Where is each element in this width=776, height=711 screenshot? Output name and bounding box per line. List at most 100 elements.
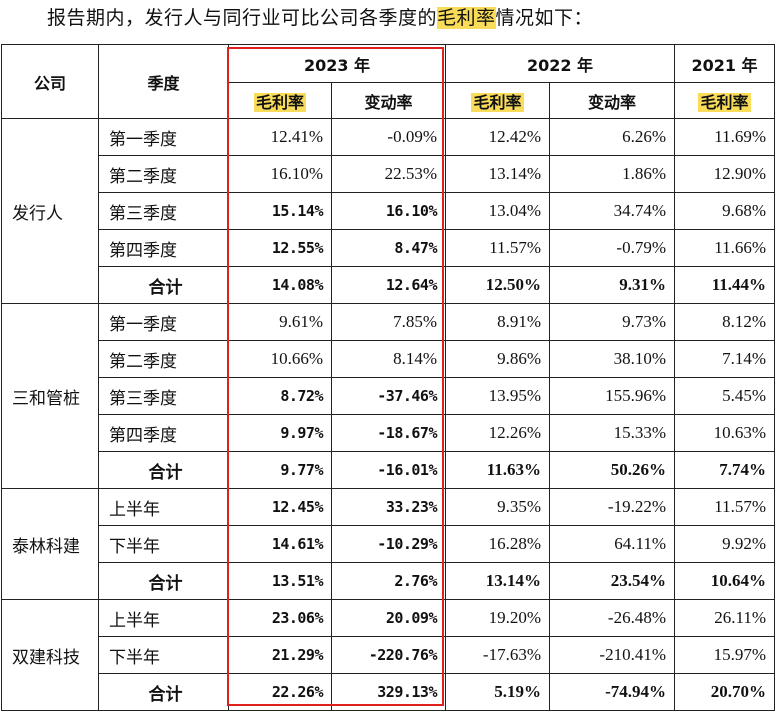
period-label: 上半年 (98, 599, 229, 637)
period-label: 第一季度 (98, 303, 229, 341)
gm-2021-cell: 12.90% (674, 155, 775, 193)
gm-2021-cell: 8.12% (674, 303, 775, 341)
gm-2021-cell: 26.11% (674, 599, 775, 637)
chg-2022-cell: 50.26% (549, 451, 675, 489)
gm-2023-cell: 23.06% (228, 599, 332, 637)
gm-2022-cell: 12.26% (445, 414, 550, 452)
period-label: 第一季度 (98, 118, 229, 156)
gm-2021-cell: 9.92% (674, 525, 775, 563)
company-name: 三和管桩 (1, 303, 99, 489)
period-label: 下半年 (98, 636, 229, 674)
period-label: 第三季度 (98, 377, 229, 415)
gm-2022-cell: 9.86% (445, 340, 550, 378)
table-row: 双建科技 上半年 23.06% 20.09% 19.20% -26.48% 26.11% (1, 599, 775, 711)
chg-2023-cell: -220.76% (331, 636, 446, 674)
chg-2022-cell: -210.41% (549, 636, 675, 674)
header-gm-2021: 毛利率 (674, 82, 775, 119)
chg-2022-cell: -26.48% (549, 599, 675, 637)
table-row: 发行人 第一季度 12.41% -0.09% 12.42% 6.26% 11.69% (1, 118, 775, 304)
header-gm-2022-label: 毛利率 (471, 92, 524, 112)
chg-2023-cell: 2.76% (331, 562, 446, 600)
gm-2022-cell: 16.28% (445, 525, 550, 563)
chg-2023-cell: -0.09% (331, 118, 446, 156)
gm-2021-cell: 10.64% (674, 562, 775, 600)
company-name: 泰林科建 (1, 488, 99, 600)
gm-2021-cell: 5.45% (674, 377, 775, 415)
chg-2022-cell: 15.33% (549, 414, 675, 452)
gm-2022-cell: 5.19% (445, 673, 550, 711)
gm-2023-cell: 13.51% (228, 562, 332, 600)
chg-2023-cell: 8.14% (331, 340, 446, 378)
gm-2023-cell: 10.66% (228, 340, 332, 378)
gross-margin-table: 公司 季度 2023 年 2022 年 2021 年 毛利率 变动率 毛利率 变… (1, 44, 775, 711)
gm-2023-cell: 9.97% (228, 414, 332, 452)
chg-2022-cell: 38.10% (549, 340, 675, 378)
chg-2022-cell: 34.74% (549, 192, 675, 230)
gm-2022-cell: -17.63% (445, 636, 550, 674)
table-row: 合计 9.77% -16.01% 11.63% 50.26% 7.74% (2, 451, 775, 489)
chg-2023-cell: 8.47% (331, 229, 446, 267)
period-label: 第二季度 (98, 155, 229, 193)
gm-2023-cell: 8.72% (228, 377, 332, 415)
intro-before: 报告期内，发行人与同行业可比公司各季度的 (47, 7, 438, 29)
table-row: 合计 14.08% 12.64% 12.50% 9.31% 11.44% (2, 266, 775, 304)
gm-2022-cell: 11.63% (445, 451, 550, 489)
total-label: 合计 (98, 451, 229, 489)
table-row: 第三季度 8.72% -37.46% 13.95% 155.96% 5.45% (2, 377, 775, 415)
gm-2021-cell: 7.14% (674, 340, 775, 378)
company-name: 双建科技 (1, 599, 99, 711)
gm-2022-cell: 13.04% (445, 192, 550, 230)
gm-2021-cell: 11.44% (674, 266, 775, 304)
chg-2022-cell: -0.79% (549, 229, 675, 267)
header-year-2021: 2021 年 (674, 44, 775, 83)
chg-2022-cell: 6.26% (549, 118, 675, 156)
header-chg-2022: 变动率 (549, 82, 675, 119)
gm-2022-cell: 11.57% (445, 229, 550, 267)
gm-2023-cell: 9.77% (228, 451, 332, 489)
period-label: 下半年 (98, 525, 229, 563)
intro-highlight: 毛利率 (437, 7, 496, 29)
chg-2022-cell: 23.54% (549, 562, 675, 600)
gm-2022-cell: 12.42% (445, 118, 550, 156)
gm-2022-cell: 8.91% (445, 303, 550, 341)
table-row: 第二季度 10.66% 8.14% 9.86% 38.10% 7.14% (2, 340, 775, 378)
gm-2023-cell: 9.61% (228, 303, 332, 341)
period-label: 上半年 (98, 488, 229, 526)
total-label: 合计 (98, 266, 229, 304)
gm-2022-cell: 13.14% (445, 155, 550, 193)
gm-2022-cell: 9.35% (445, 488, 550, 526)
intro-after: 情况如下： (495, 7, 594, 29)
gm-2021-cell: 15.97% (674, 636, 775, 674)
gm-2022-cell: 13.95% (445, 377, 550, 415)
chg-2023-cell: -18.67% (331, 414, 446, 452)
gm-2021-cell: 11.57% (674, 488, 775, 526)
gm-2023-cell: 15.14% (228, 192, 332, 230)
header-company: 公司 (1, 44, 99, 119)
table-body: 发行人 第一季度 12.41% -0.09% 12.42% 6.26% 11.69% 第二季度… (1, 118, 775, 711)
table-row: 下半年 14.61% -10.29% 16.28% 64.11% 9.92% (2, 525, 775, 563)
gm-2023-cell: 12.41% (228, 118, 332, 156)
gm-2023-cell: 14.61% (228, 525, 332, 563)
period-label: 第二季度 (98, 340, 229, 378)
header-gm-2023: 毛利率 (228, 82, 332, 119)
chg-2023-cell: 329.13% (331, 673, 446, 711)
header-year-2022: 2022 年 (445, 44, 675, 83)
chg-2022-cell: 155.96% (549, 377, 675, 415)
company-name: 发行人 (1, 118, 99, 304)
table-row: 三和管桩 第一季度 9.61% 7.85% 8.91% 9.73% 8.12% (1, 303, 775, 489)
chg-2022-cell: 1.86% (549, 155, 675, 193)
header-gm-2022: 毛利率 (445, 82, 550, 119)
chg-2023-cell: -16.01% (331, 451, 446, 489)
table-row: 第四季度 12.55% 8.47% 11.57% -0.79% 11.66% (2, 229, 775, 267)
period-label: 第三季度 (98, 192, 229, 230)
table-row: 第四季度 9.97% -18.67% 12.26% 15.33% 10.63% (2, 414, 775, 452)
gm-2021-cell: 10.63% (674, 414, 775, 452)
gm-2021-cell: 11.66% (674, 229, 775, 267)
chg-2022-cell: -74.94% (549, 673, 675, 711)
chg-2022-cell: 9.31% (549, 266, 675, 304)
header-year-2023: 2023 年 (228, 44, 446, 83)
intro-text: 报告期内，发行人与同行业可比公司各季度的毛利率情况如下： (47, 6, 593, 30)
table-row: 泰林科建 上半年 12.45% 33.23% 9.35% -19.22% 11.57% (1, 488, 775, 600)
gm-2023-cell: 21.29% (228, 636, 332, 674)
chg-2022-cell: -19.22% (549, 488, 675, 526)
